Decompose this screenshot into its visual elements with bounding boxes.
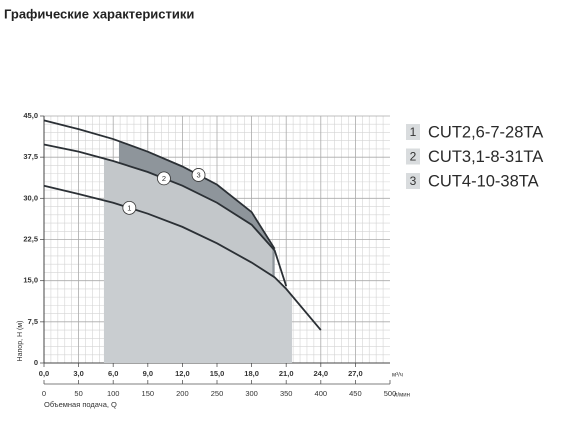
x-tick-label: 15,0 [210,369,225,378]
legend-number: 1 [410,125,417,139]
legend-box [406,173,420,189]
x2-tick-label: 450 [349,389,362,398]
x-tick-label: 21,0 [279,369,294,378]
curve-number: 2 [162,174,166,183]
legend-label: CUT4-10-38TA [428,172,539,190]
y-tick-label: 0 [34,358,38,367]
y-tick-label: 37,5 [23,152,38,161]
x2-tick-label: 50 [74,389,82,398]
x-tick-label: 12,0 [175,369,190,378]
legend-box [406,124,420,140]
fills [103,141,292,363]
curve-number: 1 [127,203,131,212]
x-tick-label: 3,0 [73,369,83,378]
x2-tick-label: 300 [245,389,258,398]
x2-tick-label: 350 [280,389,293,398]
y-tick-label: 45,0 [23,111,38,120]
curve-number: 3 [196,170,200,179]
curve-badge [122,200,137,215]
x2-tick-label: 250 [211,389,224,398]
x-tick-label: 27,0 [348,369,363,378]
legend-number: 2 [410,150,417,164]
x2-tick-label: 400 [315,389,328,398]
x2-tick-label: 100 [107,389,120,398]
curve [43,119,276,250]
legend-label: CUT2,6-7-28TA [428,123,543,141]
x-tick-label: 24,0 [313,369,328,378]
y-tick-label: 15,0 [23,276,38,285]
x2-tick-label: 150 [142,389,155,398]
plot: 1 1 CUT2,6-7-28TA 2 2 CUT3,1-8-31TA 3 3 CUT4-10-… [43,119,543,331]
page-title: Графические характеристики [4,6,194,21]
curve [43,184,322,331]
x2-unit: л/мин [394,393,410,399]
y-tick-label: 7,5 [28,317,38,326]
x2-tick-label: 500 [384,389,397,398]
y-axis-label: Напор, H (м) [17,321,24,362]
y-tick-label: 22,5 [23,234,38,243]
curve-badge [191,168,206,182]
x-axis-label: Объемная подача, Q [44,400,117,409]
legend-number: 3 [410,174,417,188]
y-tick-label: 30,0 [23,193,38,202]
x-tick-label: 9,0 [143,369,153,378]
x-tick-label: 6,0 [108,369,118,378]
curve [43,143,288,287]
legend-label: CUT3,1-8-31TA [428,148,543,166]
x-tick-label: 0,0 [39,369,49,378]
curve-badge [157,171,171,186]
legend-box [406,148,420,165]
x-unit: м³/ч [392,373,403,379]
x2-tick-label: 0 [42,389,46,398]
x-tick-label: 18,0 [244,369,259,378]
x2-tick-label: 200 [176,389,189,398]
operating-zone [103,200,292,363]
